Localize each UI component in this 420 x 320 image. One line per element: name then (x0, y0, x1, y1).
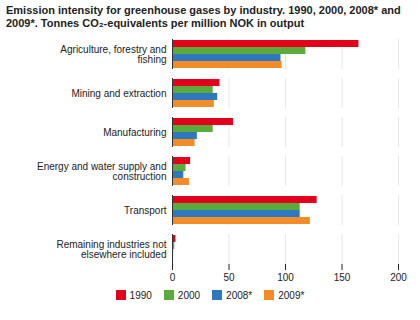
svg-text:100: 100 (277, 272, 294, 283)
svg-text:50: 50 (223, 272, 235, 283)
svg-text:Manufacturing: Manufacturing (103, 127, 166, 138)
svg-text:Transport: Transport (124, 205, 167, 216)
html-text:Emission intensity for greenho: Emission intensity for greenhouse gases … (6, 4, 401, 29)
svg-text:150: 150 (334, 272, 351, 283)
html-text:2008*: 2008* (226, 290, 253, 301)
html-text:2000: 2000 (177, 290, 201, 301)
svg-text:Energy and water supply andcon: Energy and water supply andconstruction (37, 161, 167, 182)
html-text:1990: 1990 (129, 290, 152, 301)
svg-text:0: 0 (170, 272, 176, 283)
svg-text:200: 200 (390, 272, 407, 283)
svg-text:Agriculture, forestry andfishi: Agriculture, forestry andfishing (60, 44, 166, 65)
svg-text:Mining and extraction: Mining and extraction (71, 88, 166, 99)
html-text:2009*: 2009* (278, 290, 305, 301)
svg-text:Remaining industries notelsewh: Remaining industries notelsewhere includ… (56, 239, 166, 260)
